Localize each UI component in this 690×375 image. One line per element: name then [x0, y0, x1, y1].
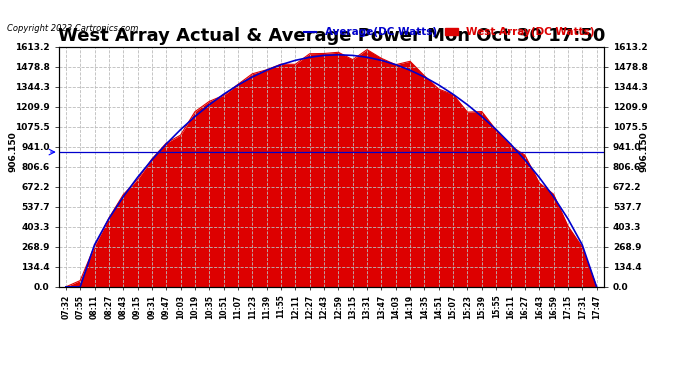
Title: West Array Actual & Average Power Mon Oct 30 17:50: West Array Actual & Average Power Mon Oc…	[57, 27, 605, 45]
Legend: Average(DC Watts), West Array(DC Watts): Average(DC Watts), West Array(DC Watts)	[299, 23, 598, 42]
Text: 906.150: 906.150	[9, 132, 18, 172]
Text: Copyright 2023 Cartronics.com: Copyright 2023 Cartronics.com	[7, 24, 138, 33]
Text: 906.150: 906.150	[639, 132, 648, 172]
